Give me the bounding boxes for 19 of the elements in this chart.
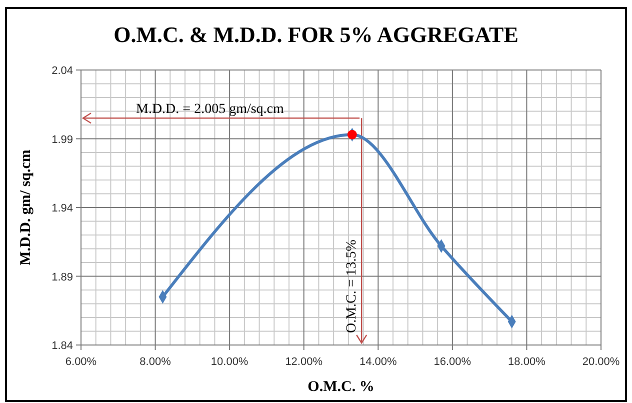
- y-axis-title: M.D.D. gm/ sq.cm: [18, 149, 34, 266]
- x-tick-label: 10.00%: [210, 356, 248, 368]
- y-tick-label: 1.84: [52, 340, 73, 352]
- x-tick-label: 8.00%: [140, 356, 172, 368]
- x-tick-label: 20.00%: [582, 356, 620, 368]
- ref-line-label: O.M.C. = 13.5%: [344, 239, 360, 333]
- ref-line-label: M.D.D. = 2.005 gm/sq.cm: [136, 102, 284, 118]
- y-tick-label: 1.89: [52, 271, 73, 284]
- y-tick-label: 1.99: [52, 134, 73, 146]
- point: [347, 130, 357, 140]
- x-tick-label: 18.00%: [508, 356, 546, 368]
- x-tick-label: 14.00%: [359, 356, 398, 368]
- y-tick-label: 1.94: [52, 202, 73, 214]
- x-tick-label: 6.00%: [65, 356, 97, 368]
- chart-title: O.M.C. & M.D.D. FOR 5% AGGREGATE: [114, 22, 518, 47]
- y-tick-label: 2.04: [52, 65, 73, 77]
- x-axis-title: O.M.C. %: [308, 379, 374, 395]
- x-tick-label: 16.00%: [434, 356, 472, 368]
- x-tick-label: 12.00%: [285, 356, 323, 368]
